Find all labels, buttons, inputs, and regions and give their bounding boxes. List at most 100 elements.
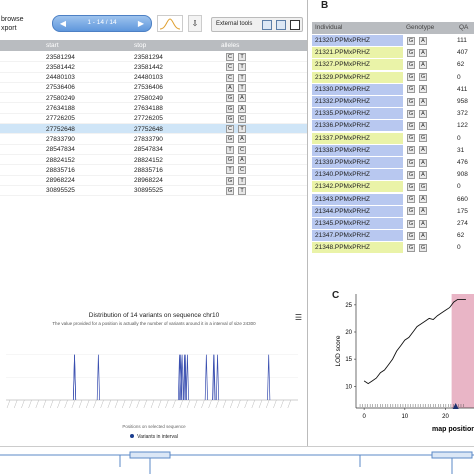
x-tick — [165, 399, 169, 409]
genotype-row[interactable]: 21347.PPMxPRHZ G A 62 — [312, 230, 474, 242]
ref-allele-badge: T — [226, 145, 234, 154]
chart-legend[interactable]: Variants in interval — [0, 434, 307, 440]
start-cell: 28835716 — [46, 166, 75, 174]
x-tick — [121, 399, 126, 409]
mini-distribution-button[interactable] — [157, 15, 183, 32]
genotype-row[interactable]: 21338.PPMxPRHZ G A 31 — [312, 144, 474, 157]
variant-peak[interactable] — [267, 354, 271, 401]
qa-cell: 62 — [457, 232, 465, 240]
genotype-row[interactable]: 21340.PPMxPRHZ G A 908 — [312, 169, 474, 181]
table-row[interactable]: 23581294 23581294 C T — [0, 52, 307, 63]
genotype-row[interactable]: 21332.PPMxPRHZ G A 958 — [312, 96, 474, 108]
genotype-row[interactable]: 21330.PPMxPRHZ G A 411 — [312, 83, 474, 96]
table-row[interactable]: 27752648 27752648 C T — [0, 124, 307, 135]
alt-allele-badge: T — [238, 176, 246, 185]
qa-cell: 908 — [457, 171, 468, 179]
variant-peak[interactable] — [212, 354, 216, 401]
variant-peak[interactable] — [72, 354, 77, 401]
genotype-row[interactable]: 21337.PPMxPRHZ G G 0 — [312, 132, 474, 145]
genotype-row[interactable]: 21343.PPMxPRHZ G A 660 — [312, 193, 474, 206]
table-row[interactable]: 23581442 23581442 C T — [0, 62, 307, 73]
table-row[interactable]: 27580249 27580249 G A — [0, 93, 307, 104]
individual-cell: 21336.PPMxPRHZ — [312, 120, 403, 132]
table-row[interactable]: 28835716 28835716 T C — [0, 165, 307, 176]
variant-peak[interactable] — [215, 354, 220, 401]
stop-cell: 28547834 — [134, 146, 163, 154]
genotype-row[interactable]: 21342.PPMxPRHZ G G 0 — [312, 181, 474, 194]
download-icon[interactable]: ⇩ — [188, 15, 202, 32]
export-icon[interactable] — [290, 20, 300, 30]
table-row[interactable]: 27833790 27833790 G A — [0, 134, 307, 145]
x-tick — [215, 399, 220, 409]
chevron-right-icon[interactable]: ▶ — [137, 19, 145, 28]
x-tick — [287, 399, 292, 409]
allele-1-badge: G — [407, 97, 415, 106]
x-tick — [244, 399, 248, 409]
table-row[interactable]: 28547834 28547834 T C — [0, 145, 307, 155]
genotype-row[interactable]: 21335.PPMxPRHZ G A 372 — [312, 108, 474, 120]
browse-link[interactable]: browse — [1, 16, 24, 23]
genotype-row[interactable]: 21348.PPMxPRHZ G G 0 — [312, 242, 474, 255]
stop-cell: 27580249 — [134, 94, 163, 102]
allele-2-badge: A — [419, 121, 427, 130]
qa-cell: 476 — [457, 159, 468, 166]
ref-allele-badge: C — [226, 53, 234, 61]
start-cell: 30895525 — [46, 187, 75, 195]
individual-cell: 21339.PPMxPRHZ — [312, 157, 403, 168]
stop-cell: 28835716 — [134, 166, 163, 174]
genotype-row[interactable]: 21321.PPMxPRHZ G A 407 — [312, 47, 474, 59]
qa-cell: 274 — [457, 220, 468, 227]
genotype-row[interactable]: 21345.PPMxPRHZ G A 274 — [312, 218, 474, 230]
variant-peak[interactable] — [96, 354, 100, 401]
column-individual[interactable]: Individual — [315, 24, 343, 31]
table-row[interactable]: 28824152 28824152 G A — [0, 155, 307, 166]
genotype-row[interactable]: 21336.PPMxPRHZ G A 122 — [312, 120, 474, 133]
menu-icon[interactable]: ☰ — [294, 313, 302, 322]
qa-cell: 0 — [457, 134, 461, 142]
genotype-row[interactable]: 21339.PPMxPRHZ G A 476 — [312, 157, 474, 169]
individual-cell: 21347.PPMxPRHZ — [312, 230, 403, 242]
individual-cell: 21335.PPMxPRHZ — [312, 108, 403, 120]
allele-1-badge: G — [407, 207, 415, 216]
allele-1-badge: G — [407, 170, 415, 179]
variant-peak[interactable] — [183, 354, 187, 401]
x-tick — [35, 399, 40, 409]
column-start[interactable]: start — [46, 42, 59, 49]
allele-1-badge: G — [407, 121, 415, 130]
x-tick — [71, 399, 76, 409]
panel-letter-b: B — [321, 0, 329, 11]
external-tools-button[interactable]: External tools — [211, 17, 303, 32]
chevron-left-icon[interactable]: ◀ — [59, 19, 67, 28]
table-row[interactable]: 24480103 24480103 C T — [0, 73, 307, 83]
table-row[interactable]: 27536406 27536406 A T — [0, 83, 307, 94]
qa-cell: 0 — [457, 244, 461, 252]
genotype-row[interactable]: 21329.PPMxPRHZ G G 0 — [312, 71, 474, 84]
table-row[interactable]: 30895525 30895525 G T — [0, 186, 307, 197]
stop-cell: 30895525 — [134, 187, 163, 195]
table-row[interactable]: 27634188 27634188 G A — [0, 104, 307, 114]
variant-peak[interactable] — [177, 354, 182, 401]
variant-peak[interactable] — [204, 354, 208, 401]
individual-cell: 21340.PPMxPRHZ — [312, 169, 403, 181]
table-row[interactable]: 28968224 28968224 G T — [0, 176, 307, 186]
genotype-row[interactable]: 21344.PPMxPRHZ G A 175 — [312, 205, 474, 218]
genotype-row[interactable]: 21327.PPMxPRHZ G A 62 — [312, 59, 474, 72]
table-row[interactable]: 27726205 27726205 G C — [0, 114, 307, 125]
column-qa[interactable]: QA — [459, 24, 469, 31]
x-tick — [78, 399, 83, 409]
variant-peak[interactable] — [185, 354, 189, 401]
column-genotype[interactable]: Genotype — [406, 24, 435, 31]
ref-allele-badge: G — [226, 114, 234, 123]
ref-allele-badge: C — [226, 63, 234, 72]
x-tick — [201, 399, 205, 409]
variant-peak[interactable] — [183, 354, 187, 401]
variant-peak[interactable] — [180, 354, 184, 401]
column-stop[interactable]: stop — [134, 42, 147, 49]
grid-icon[interactable] — [276, 20, 286, 30]
export-link[interactable]: xport — [1, 25, 17, 32]
genotype-row[interactable]: 21320.PPMxPRHZ G A 111 — [312, 35, 474, 47]
x-tick — [21, 399, 25, 409]
allele-2-badge: A — [419, 97, 427, 106]
table-icon[interactable] — [262, 20, 272, 30]
column-alleles[interactable]: alleles — [221, 42, 240, 49]
